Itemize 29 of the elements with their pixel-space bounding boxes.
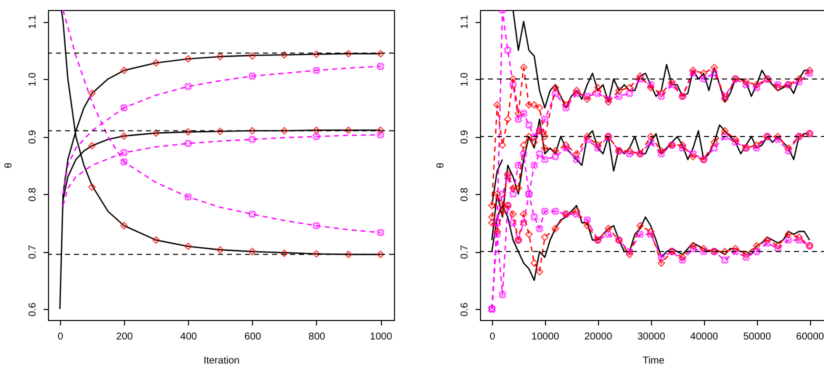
y-tick-label: 0.9 bbox=[28, 130, 38, 144]
y-axis-title: θ bbox=[4, 162, 14, 168]
y-tick-label: 1.1 bbox=[460, 14, 470, 29]
x-axis-title: Iteration bbox=[203, 356, 240, 366]
y-tick-label: 0.9 bbox=[460, 130, 470, 144]
y-axis-title: θ bbox=[436, 162, 446, 168]
x-tick-label: 600 bbox=[244, 332, 262, 342]
x-tick-label: 60000 bbox=[796, 332, 824, 342]
y-tick-label: 0.7 bbox=[28, 244, 38, 260]
y-tick-label: 0.8 bbox=[28, 187, 38, 202]
x-tick-label: 800 bbox=[308, 332, 326, 342]
y-tick-label: 0.8 bbox=[460, 187, 470, 202]
x-tick-label: 50000 bbox=[743, 332, 772, 342]
x-tick-label: 0 bbox=[490, 332, 496, 342]
y-tick-label: 1.1 bbox=[28, 14, 38, 29]
x-tick-label: 200 bbox=[116, 332, 134, 342]
x-tick-label: 0 bbox=[58, 332, 64, 342]
y-tick-label: 0.6 bbox=[460, 302, 470, 317]
x-tick-label: 10000 bbox=[531, 332, 560, 342]
y-tick-label: 0.6 bbox=[28, 302, 38, 317]
x-tick-label: 40000 bbox=[690, 332, 719, 342]
x-tick-label: 1000 bbox=[370, 332, 393, 342]
x-axis-title: Time bbox=[642, 356, 665, 366]
y-tick-label: 1.0 bbox=[460, 72, 470, 86]
y-tick-label: 0.7 bbox=[460, 244, 470, 260]
x-tick-label: 400 bbox=[180, 332, 198, 342]
x-tick-label: 20000 bbox=[584, 332, 613, 342]
x-tick-label: 30000 bbox=[637, 332, 666, 342]
y-tick-label: 1.0 bbox=[28, 72, 38, 86]
